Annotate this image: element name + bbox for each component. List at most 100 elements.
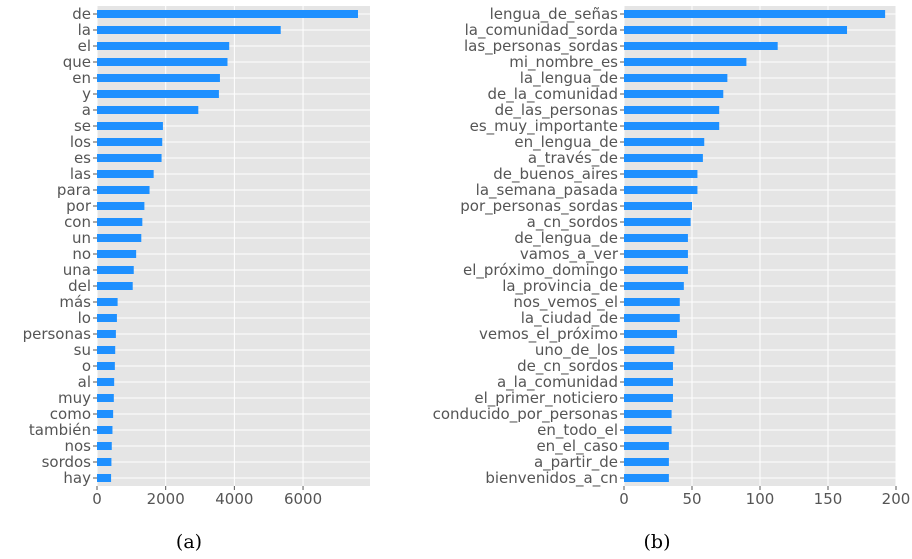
plot-background	[97, 6, 370, 486]
y-tick-label: no	[72, 245, 91, 263]
bar	[624, 474, 669, 482]
y-tick-label: en_todo_el	[537, 421, 618, 440]
y-tick-label: a_cn_sordos	[527, 213, 619, 232]
y-tick-label: el_próximo_domingo	[463, 261, 618, 280]
y-tick-label: la_ciudad_de	[521, 309, 618, 328]
y-tick-label: para	[57, 181, 91, 199]
y-tick-label: de_las_personas	[495, 101, 619, 120]
bar	[97, 42, 230, 50]
bar	[97, 170, 154, 178]
bar	[624, 106, 720, 114]
bar	[624, 186, 698, 194]
bar	[624, 154, 703, 162]
y-tick-label: a_través_de	[528, 149, 618, 168]
y-tick-label: la_provincia_de	[502, 277, 618, 296]
bar	[624, 42, 778, 50]
x-tick-label: 6000	[284, 490, 322, 508]
y-tick-label: sordos	[42, 453, 92, 471]
bar	[97, 362, 115, 370]
bar	[97, 378, 115, 386]
y-tick-label: los	[70, 133, 91, 151]
y-tick-label: al	[78, 373, 91, 391]
y-tick-label: de_buenos_aires	[493, 165, 618, 184]
y-tick-label: de	[72, 5, 91, 23]
y-tick-label: en_lengua_de	[514, 133, 618, 152]
bar	[97, 26, 281, 34]
y-tick-label: de_cn_sordos	[517, 357, 618, 376]
y-tick-label: como	[50, 405, 91, 423]
bar	[97, 74, 220, 82]
bar	[97, 330, 116, 338]
bar	[624, 202, 692, 210]
y-tick-label: la	[78, 21, 91, 39]
y-tick-label: muy	[58, 389, 91, 407]
y-tick-label: también	[29, 421, 91, 439]
bar	[97, 250, 137, 258]
bar	[97, 458, 112, 466]
y-tick-label: nos_vemos_el	[513, 293, 618, 312]
bar	[624, 314, 680, 322]
y-tick-label: una	[63, 261, 91, 279]
bar	[97, 314, 117, 322]
y-tick-label: en	[72, 69, 91, 87]
bar	[624, 26, 848, 34]
bar	[624, 410, 672, 418]
bar	[624, 394, 673, 402]
bar	[97, 442, 112, 450]
y-tick-label: las	[70, 165, 91, 183]
y-tick-label: su	[74, 341, 91, 359]
bar	[624, 10, 886, 18]
y-tick-label: por	[66, 197, 92, 215]
bar	[97, 90, 219, 98]
bar	[624, 426, 672, 434]
bar	[624, 442, 669, 450]
bar	[624, 330, 678, 338]
bar	[624, 266, 688, 274]
x-tick-label: 0	[92, 490, 102, 508]
bar	[624, 74, 728, 82]
x-tick-label: 2000	[147, 490, 185, 508]
y-tick-label: se	[74, 117, 91, 135]
y-tick-label: por_personas_sordas	[460, 197, 618, 216]
x-tick-label: 100	[746, 490, 775, 508]
y-tick-label: y	[82, 85, 91, 103]
y-tick-label: es_muy_importante	[470, 117, 618, 136]
y-tick-label: vamos_a_ver	[520, 245, 619, 264]
y-tick-label: la_lengua_de	[520, 69, 618, 88]
y-tick-label: más	[59, 293, 91, 311]
bar	[624, 122, 720, 130]
bar	[97, 474, 112, 482]
bar	[624, 58, 747, 66]
y-tick-label: vemos_el_próximo	[479, 325, 618, 344]
bar	[97, 346, 116, 354]
y-tick-label: en_el_caso	[536, 437, 618, 456]
bar	[624, 138, 705, 146]
chart-panel-b: lengua_de_señasla_comunidad_sordalas_per…	[433, 5, 911, 508]
y-tick-label: a_partir_de	[534, 453, 618, 472]
y-tick-label: uno_de_los	[535, 341, 618, 360]
y-tick-label: que	[63, 53, 91, 71]
y-tick-label: de_lengua_de	[514, 229, 618, 248]
caption-a: (a)	[176, 531, 202, 553]
bar	[97, 154, 162, 162]
y-tick-label: la_semana_pasada	[476, 181, 618, 200]
y-tick-label: conducido_por_personas	[433, 405, 619, 424]
y-tick-label: es	[74, 149, 91, 167]
bar	[624, 218, 691, 226]
y-tick-label: del	[68, 277, 91, 295]
y-tick-label: lo	[78, 309, 91, 327]
x-tick-label: 4000	[215, 490, 253, 508]
bar	[624, 298, 680, 306]
bar	[624, 362, 673, 370]
bar	[97, 298, 118, 306]
bar	[97, 266, 134, 274]
bar	[97, 10, 358, 18]
x-tick-label: 200	[882, 490, 911, 508]
y-tick-label: a	[82, 101, 91, 119]
bar	[97, 122, 163, 130]
chart-panel-a: delaelqueenyaseloseslasparaporconunnouna…	[23, 5, 370, 508]
bar	[97, 410, 114, 418]
y-tick-label: mi_nombre_es	[509, 53, 618, 72]
y-tick-label: la_comunidad_sorda	[465, 21, 618, 40]
